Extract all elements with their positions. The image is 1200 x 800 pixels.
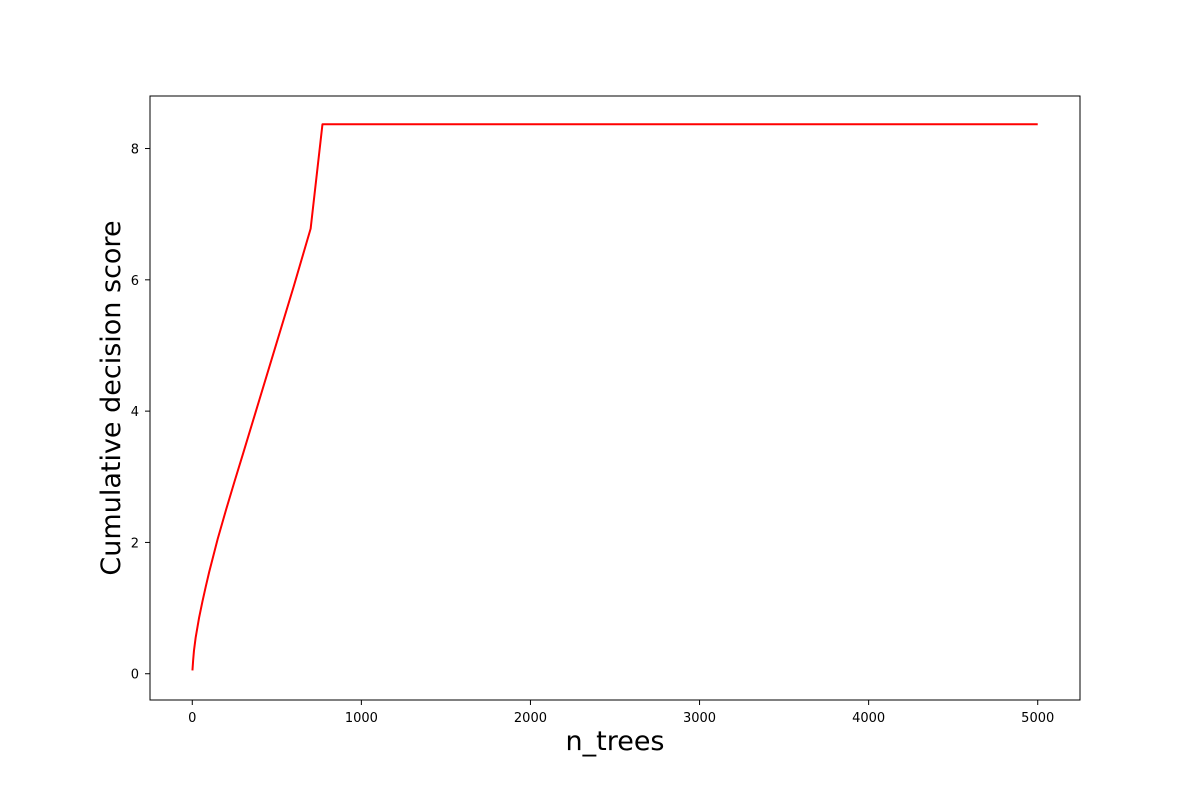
y-tick-label: 6 — [131, 274, 139, 289]
x-tick-label: 5000 — [1021, 711, 1054, 726]
y-tick-label: 0 — [131, 668, 139, 683]
x-tick-label: 1000 — [345, 711, 378, 726]
y-axis-ticks: 0 2 4 6 8 — [131, 143, 150, 683]
y-tick-label: 8 — [131, 143, 139, 158]
y-tick-label: 4 — [131, 405, 139, 420]
y-axis-label: Cumulative decision score — [96, 220, 127, 575]
x-tick-label: 4000 — [852, 711, 885, 726]
x-axis-ticks: 0 1000 2000 3000 4000 5000 — [188, 700, 1054, 726]
x-tick-label: 3000 — [683, 711, 716, 726]
plot-area — [191, 123, 1038, 671]
axes-frame — [149, 95, 1081, 701]
x-tick-label: 0 — [188, 711, 196, 726]
x-tick-label: 2000 — [514, 711, 547, 726]
series-line-0 — [191, 123, 1038, 671]
y-tick-label: 2 — [131, 536, 139, 551]
x-axis-label: n_trees — [566, 726, 665, 757]
